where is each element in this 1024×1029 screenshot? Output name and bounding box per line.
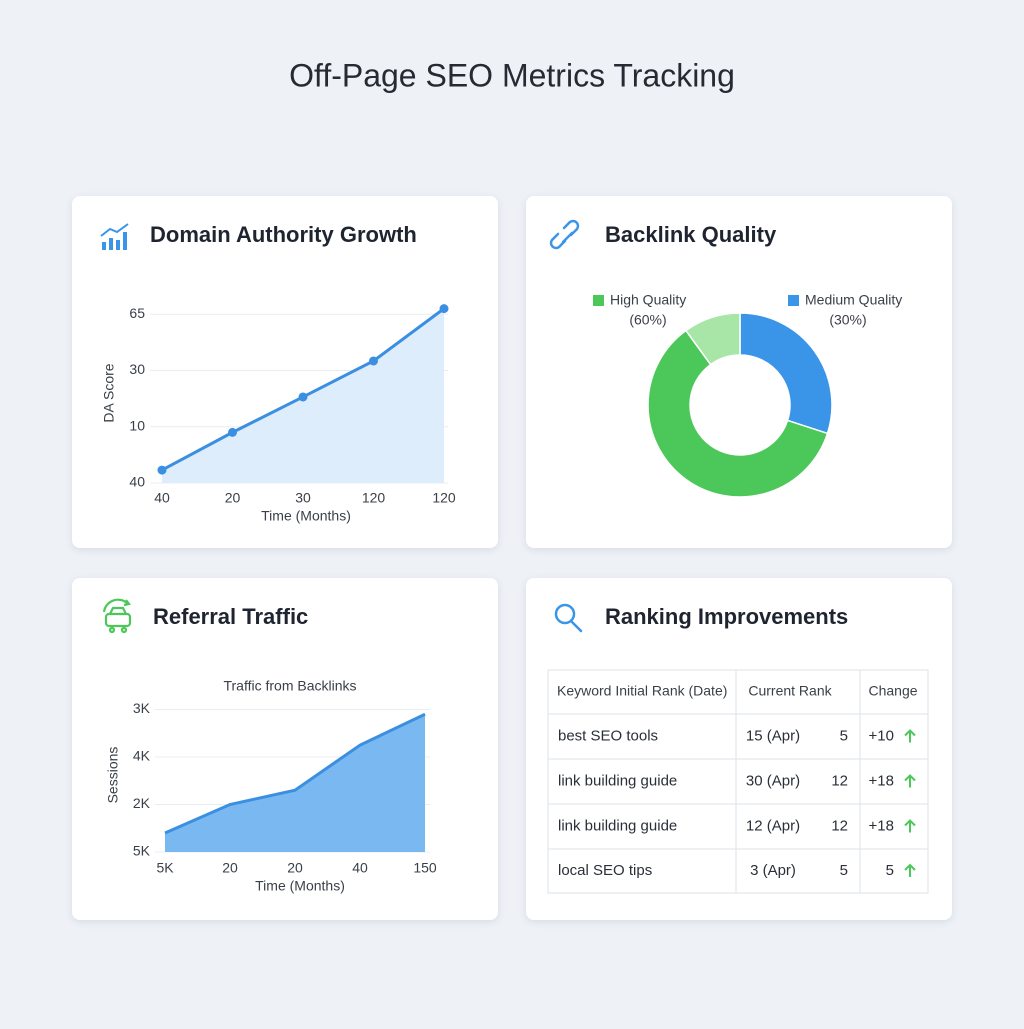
area bbox=[165, 714, 425, 852]
table-header: Change bbox=[868, 683, 917, 699]
table-cell: link building guide bbox=[558, 817, 677, 834]
x-tick-label: 20 bbox=[225, 490, 241, 506]
y-tick-label: 10 bbox=[129, 417, 145, 433]
legend-label: High Quality bbox=[610, 292, 686, 308]
table-cell: +18 bbox=[869, 817, 894, 834]
y-axis-label: DA Score bbox=[101, 363, 117, 422]
x-tick-label: 20 bbox=[222, 860, 238, 876]
table-cell: +18 bbox=[869, 772, 894, 789]
x-axis-label: Time (Months) bbox=[255, 878, 345, 894]
up-arrow bbox=[904, 774, 916, 788]
table-header: Keyword Initial Rank (Date) bbox=[557, 683, 727, 699]
y-tick-label: 30 bbox=[129, 361, 145, 377]
table-cell: 5 bbox=[840, 862, 848, 879]
x-tick-label: 30 bbox=[295, 490, 311, 506]
legend-label: Medium Quality bbox=[805, 292, 902, 308]
table-cell: link building guide bbox=[558, 772, 677, 789]
table-cell: 5 bbox=[840, 727, 848, 744]
x-tick-label: 40 bbox=[154, 490, 170, 506]
table-cell: 12 bbox=[831, 817, 848, 834]
x-tick-label: 5K bbox=[156, 860, 174, 876]
y-tick-label: 40 bbox=[129, 474, 145, 490]
table-cell: 5 bbox=[886, 862, 894, 879]
table-cell: 12 (Apr) bbox=[746, 817, 800, 834]
x-tick-label: 20 bbox=[287, 860, 303, 876]
table-cell: 3 (Apr) bbox=[750, 862, 796, 879]
y-tick-label: 5K bbox=[133, 843, 151, 859]
legend-value: (30%) bbox=[829, 312, 866, 328]
y-tick-label: 2K bbox=[133, 795, 151, 811]
up-arrow bbox=[904, 729, 916, 743]
up-arrow bbox=[904, 863, 916, 877]
growth-icon bbox=[100, 223, 129, 250]
donut-slice bbox=[684, 312, 741, 366]
y-tick-label: 4K bbox=[133, 748, 151, 764]
y-tick-label: 3K bbox=[133, 700, 151, 716]
link-icon bbox=[549, 219, 580, 250]
table-cell: 30 (Apr) bbox=[746, 772, 800, 789]
legend-swatch bbox=[788, 295, 799, 306]
x-tick-label: 150 bbox=[413, 860, 437, 876]
table-cell: 12 bbox=[831, 772, 848, 789]
chart-subtitle: Traffic from Backlinks bbox=[223, 678, 356, 694]
line bbox=[164, 712, 426, 835]
table-header: Current Rank bbox=[748, 683, 832, 699]
legend-value: (60%) bbox=[629, 312, 666, 328]
x-axis-label: Time (Months) bbox=[261, 508, 351, 524]
y-axis-label: Sessions bbox=[105, 747, 121, 804]
point bbox=[157, 465, 167, 475]
table-cell: local SEO tips bbox=[558, 862, 652, 879]
donut-slice bbox=[739, 312, 833, 435]
x-tick-label: 120 bbox=[432, 490, 456, 506]
table-cell: +10 bbox=[869, 727, 894, 744]
page-title: Off-Page SEO Metrics Tracking bbox=[289, 57, 735, 93]
card-title: Ranking Improvements bbox=[605, 604, 848, 629]
traffic-icon bbox=[102, 598, 132, 634]
card-title: Backlink Quality bbox=[605, 222, 777, 247]
card bbox=[526, 578, 952, 920]
area bbox=[162, 308, 444, 483]
donut-slice bbox=[647, 329, 829, 498]
y-tick-label: 65 bbox=[129, 305, 145, 321]
point bbox=[439, 304, 449, 314]
card bbox=[526, 196, 952, 548]
legend-swatch bbox=[593, 295, 604, 306]
point bbox=[369, 356, 378, 366]
table-frame bbox=[547, 669, 929, 894]
search-icon bbox=[554, 603, 583, 633]
x-tick-label: 40 bbox=[352, 860, 368, 876]
x-tick-label: 120 bbox=[362, 490, 386, 506]
card-title: Domain Authority Growth bbox=[150, 222, 417, 247]
table-cell: 15 (Apr) bbox=[746, 727, 800, 744]
table-cell: best SEO tools bbox=[558, 727, 658, 744]
up-arrow bbox=[904, 819, 916, 833]
point bbox=[298, 392, 308, 402]
point bbox=[228, 427, 237, 437]
card-title: Referral Traffic bbox=[153, 604, 308, 629]
